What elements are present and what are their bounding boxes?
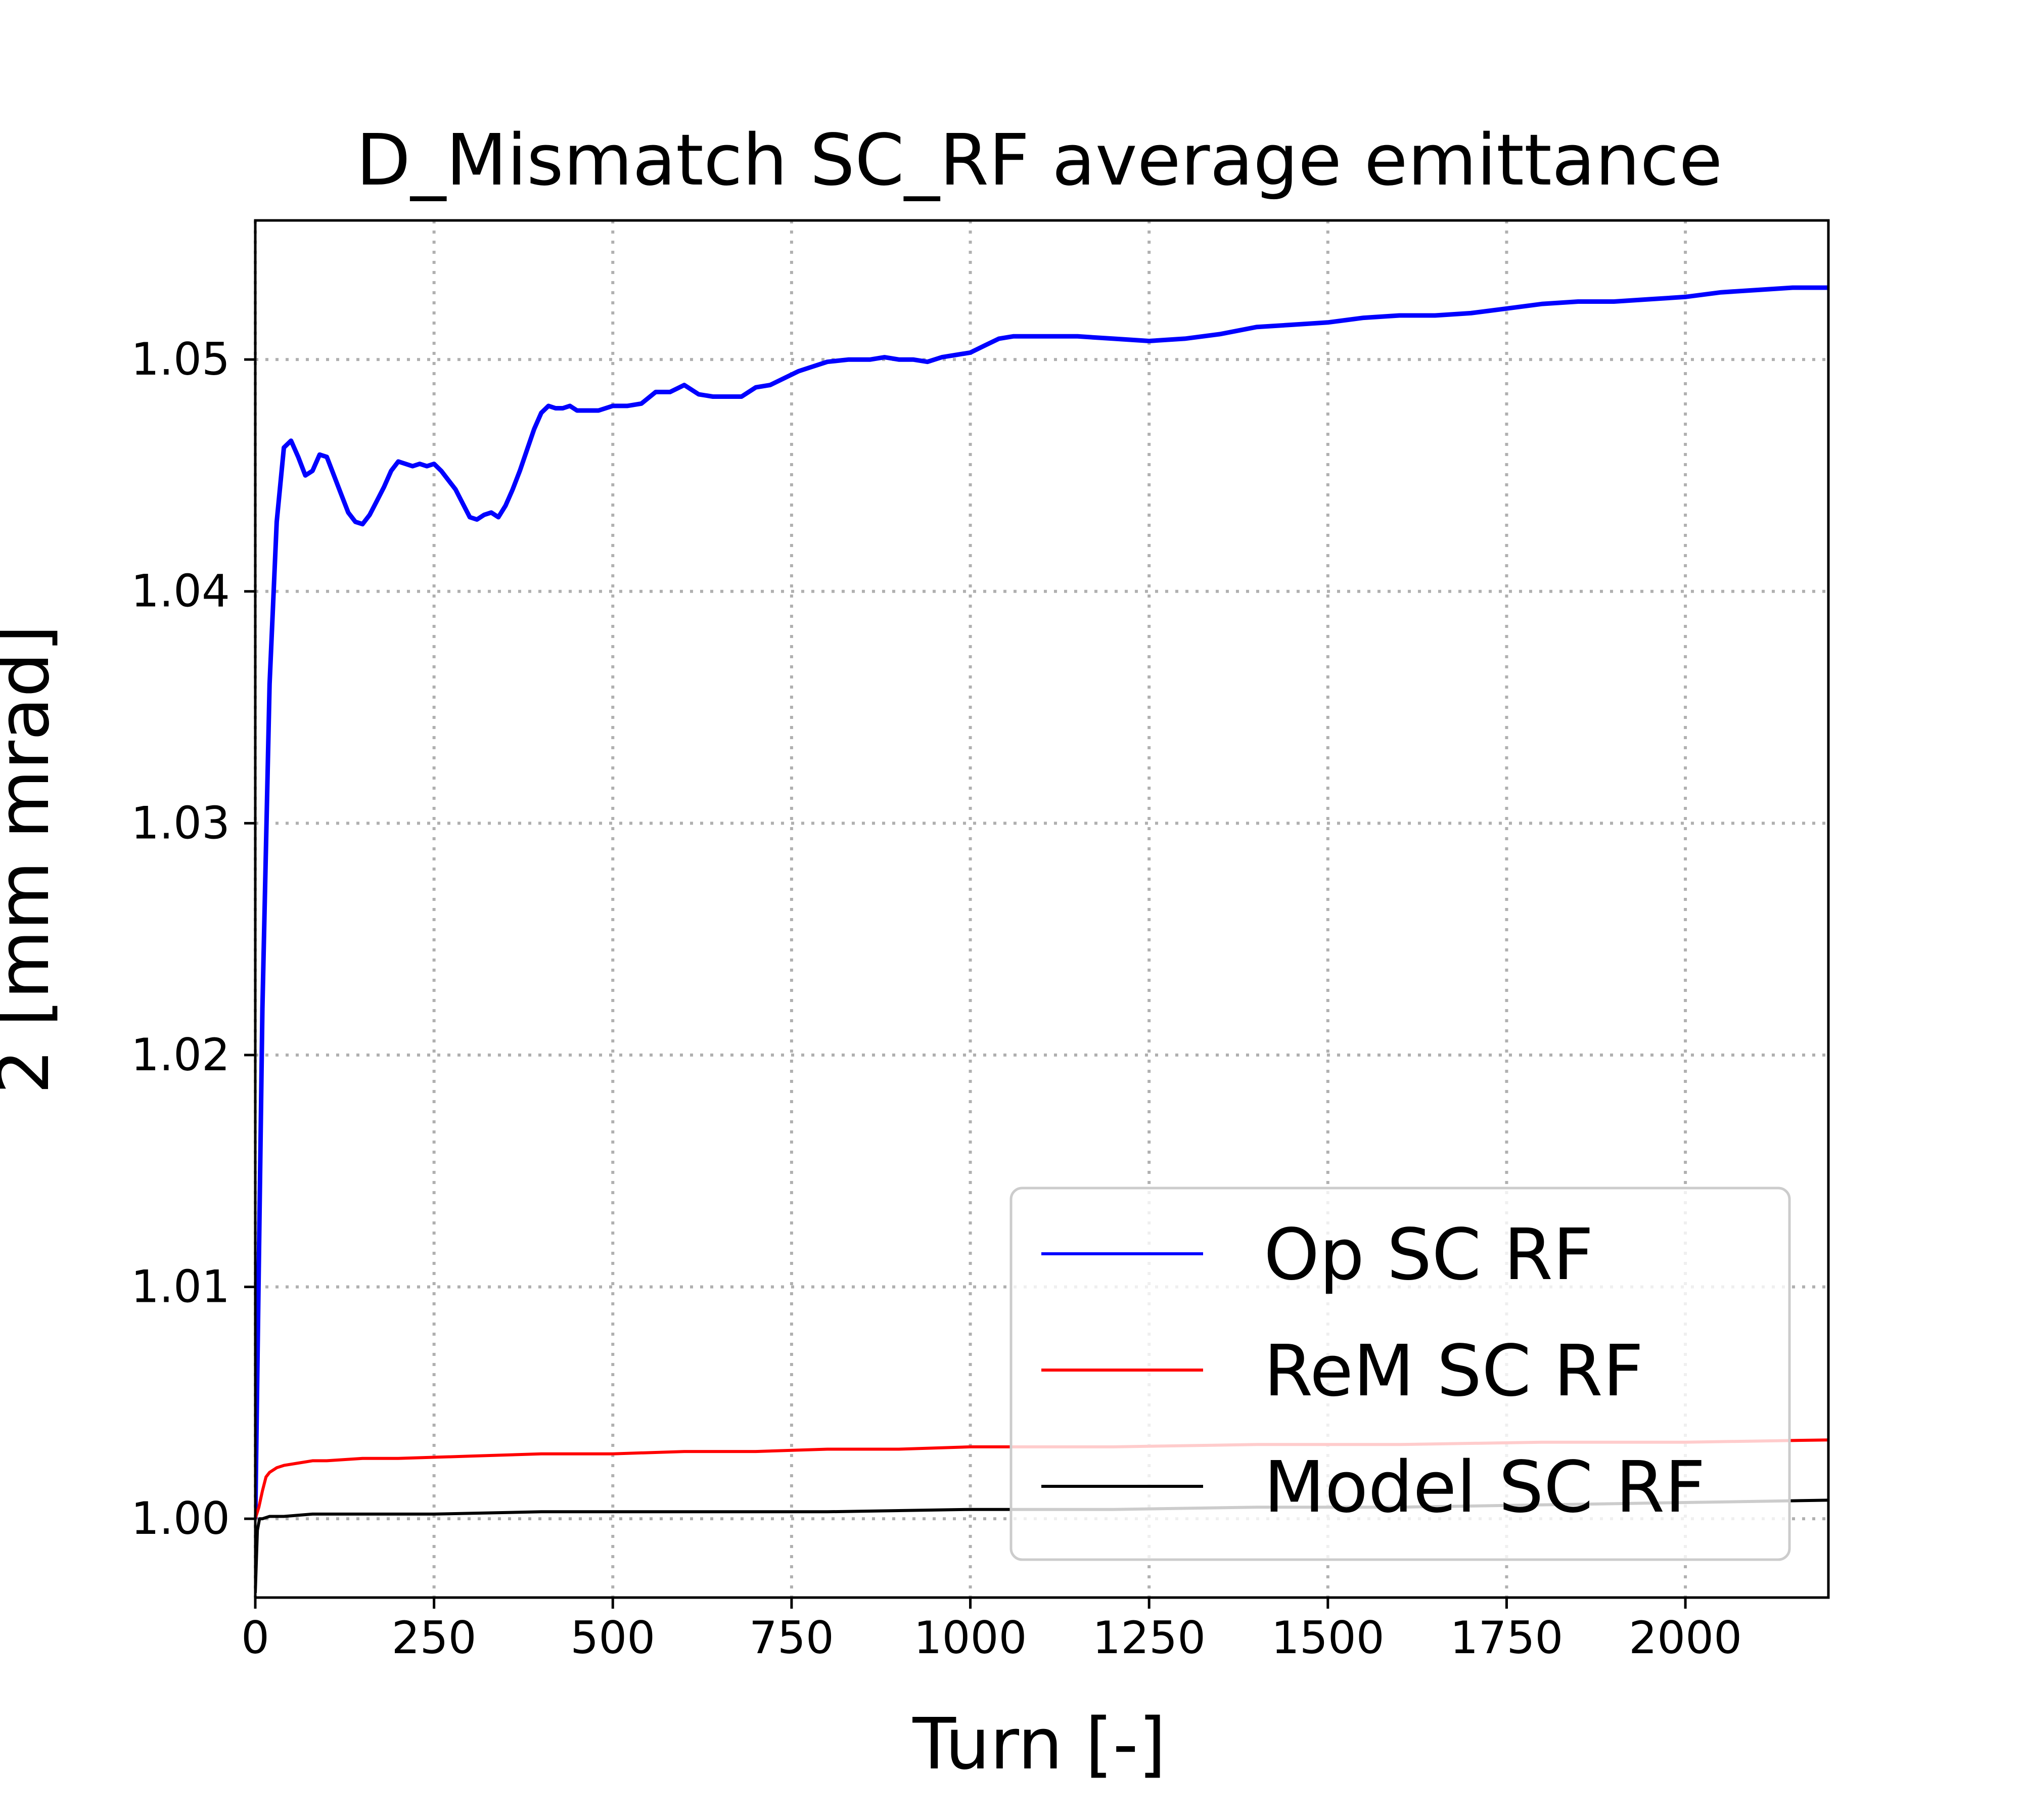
chart-title: D_Mismatch SC_RF average emittance [356, 119, 1722, 202]
legend-box [1009, 1187, 1791, 1561]
plot-frame [254, 219, 1830, 1599]
x-tick-label: 1750 [1450, 1612, 1563, 1664]
x-tick-label: 1500 [1271, 1612, 1385, 1664]
y-tick-label: 1.05 [131, 333, 230, 385]
x-tick-label: 0 [241, 1612, 269, 1664]
x-tick-label: 750 [749, 1612, 834, 1664]
x-tick-label: 500 [570, 1612, 655, 1664]
y-tick-label: 1.01 [131, 1260, 230, 1312]
legend-label-model-sc-rf: Model SC RF [1264, 1446, 1706, 1529]
y-tick-label: 1.00 [131, 1492, 230, 1544]
axis-ticks: 0 250 500 750 1000 1250 1500 1750 2000 1.00 1.01 1.… [131, 333, 1742, 1664]
y-tick-label: 1.02 [131, 1029, 230, 1081]
legend: Op SC RF ReM SC RF Model SC RF [1009, 1187, 1791, 1561]
x-axis-label: Turn [-] [912, 1703, 1166, 1786]
series-line-op-sc-rf [255, 285, 1828, 1519]
y-tick-label: 1.04 [131, 565, 230, 617]
legend-label-op-sc-rf: Op SC RF [1264, 1214, 1594, 1296]
x-tick-label: 2000 [1629, 1612, 1742, 1664]
y-axis-label: 2 [mm mrad] [0, 625, 65, 1095]
x-tick-label: 1000 [914, 1612, 1027, 1664]
x-tick-label: 1250 [1092, 1612, 1206, 1664]
y-tick-label: 1.03 [131, 797, 230, 849]
x-tick-label: 250 [392, 1612, 477, 1664]
legend-label-rem-sc-rf: ReM SC RF [1264, 1330, 1643, 1413]
